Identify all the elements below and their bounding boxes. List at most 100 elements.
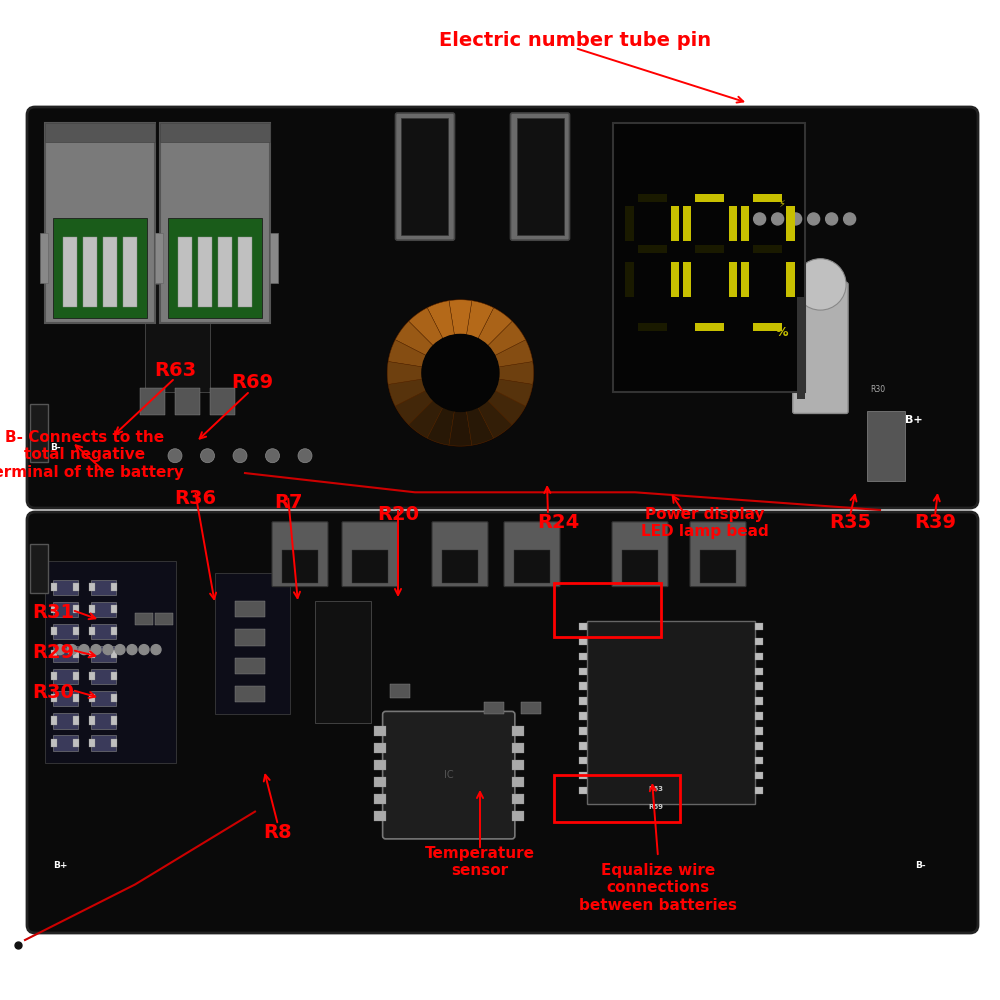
Bar — [786, 262, 795, 297]
Bar — [753, 245, 782, 253]
Bar — [755, 727, 763, 735]
Bar — [315, 601, 371, 722]
Bar — [741, 262, 749, 297]
Bar — [755, 668, 763, 675]
Bar — [89, 672, 95, 680]
FancyBboxPatch shape — [342, 522, 398, 587]
Polygon shape — [387, 362, 422, 384]
Bar — [111, 605, 117, 613]
Text: R30: R30 — [32, 684, 74, 702]
Bar — [512, 811, 524, 821]
Circle shape — [139, 645, 149, 655]
Bar — [238, 237, 252, 307]
Bar — [91, 580, 116, 595]
Bar — [135, 613, 153, 625]
Bar — [755, 653, 763, 660]
Polygon shape — [449, 300, 472, 335]
Polygon shape — [498, 362, 534, 384]
Bar — [53, 580, 78, 595]
Bar — [89, 716, 95, 725]
Bar — [111, 627, 117, 635]
Bar — [155, 233, 163, 283]
Bar — [53, 669, 78, 684]
Circle shape — [168, 449, 182, 463]
FancyBboxPatch shape — [27, 512, 978, 933]
Bar — [111, 739, 117, 747]
Circle shape — [127, 645, 137, 655]
Bar — [514, 550, 550, 583]
Bar — [755, 697, 763, 705]
Bar — [579, 787, 587, 794]
Bar — [579, 757, 587, 764]
Bar — [741, 206, 749, 241]
Bar — [53, 735, 78, 751]
Circle shape — [826, 213, 838, 225]
Bar — [512, 794, 524, 804]
Bar — [40, 233, 48, 283]
Bar — [625, 262, 634, 297]
Polygon shape — [495, 340, 533, 367]
Bar — [73, 605, 79, 613]
Bar — [210, 388, 235, 415]
FancyBboxPatch shape — [793, 282, 848, 413]
Text: R24: R24 — [537, 512, 579, 532]
Polygon shape — [488, 390, 526, 425]
Bar — [73, 627, 79, 635]
Bar — [91, 669, 116, 684]
Circle shape — [387, 300, 534, 446]
FancyBboxPatch shape — [395, 113, 454, 240]
Bar — [374, 726, 386, 736]
Bar — [111, 694, 117, 702]
Circle shape — [55, 645, 65, 655]
Text: B+: B+ — [53, 861, 68, 870]
Text: R69: R69 — [231, 373, 273, 392]
Bar — [442, 550, 478, 583]
Bar — [797, 297, 805, 399]
Bar — [755, 772, 763, 779]
Bar — [753, 323, 782, 331]
Circle shape — [266, 449, 280, 463]
Bar — [579, 742, 587, 750]
Bar — [103, 237, 117, 307]
Text: R30: R30 — [870, 385, 885, 394]
Bar — [91, 624, 116, 639]
Bar — [73, 583, 79, 591]
Bar — [638, 245, 667, 253]
Bar — [51, 605, 57, 613]
Text: R20: R20 — [377, 506, 419, 524]
Bar — [53, 646, 78, 662]
Bar — [401, 118, 448, 235]
Polygon shape — [409, 308, 443, 346]
Bar — [73, 694, 79, 702]
Bar — [73, 650, 79, 658]
Bar — [867, 411, 905, 481]
Bar — [512, 777, 524, 787]
Polygon shape — [466, 301, 494, 339]
Text: Electric number tube pin: Electric number tube pin — [439, 30, 711, 49]
Text: %: % — [775, 326, 788, 339]
Bar — [753, 194, 782, 202]
Bar — [53, 624, 78, 639]
Circle shape — [795, 259, 846, 310]
Bar — [579, 712, 587, 720]
Bar — [155, 233, 163, 283]
Polygon shape — [395, 321, 433, 355]
Polygon shape — [388, 340, 426, 367]
Bar — [91, 735, 116, 751]
Bar — [374, 777, 386, 787]
Text: R36: R36 — [174, 488, 216, 508]
Bar — [51, 672, 57, 680]
Text: R8: R8 — [264, 822, 292, 842]
Text: Equalize wire
connections
between batteries: Equalize wire connections between batter… — [579, 863, 737, 913]
FancyBboxPatch shape — [383, 711, 515, 839]
Bar — [683, 262, 691, 297]
Bar — [175, 388, 200, 415]
Circle shape — [754, 213, 766, 225]
FancyBboxPatch shape — [504, 522, 560, 587]
Bar — [89, 739, 95, 747]
Text: IC: IC — [444, 770, 454, 780]
Bar — [30, 404, 48, 462]
Bar — [51, 694, 57, 702]
Bar — [579, 682, 587, 690]
Text: B+: B+ — [905, 415, 923, 425]
